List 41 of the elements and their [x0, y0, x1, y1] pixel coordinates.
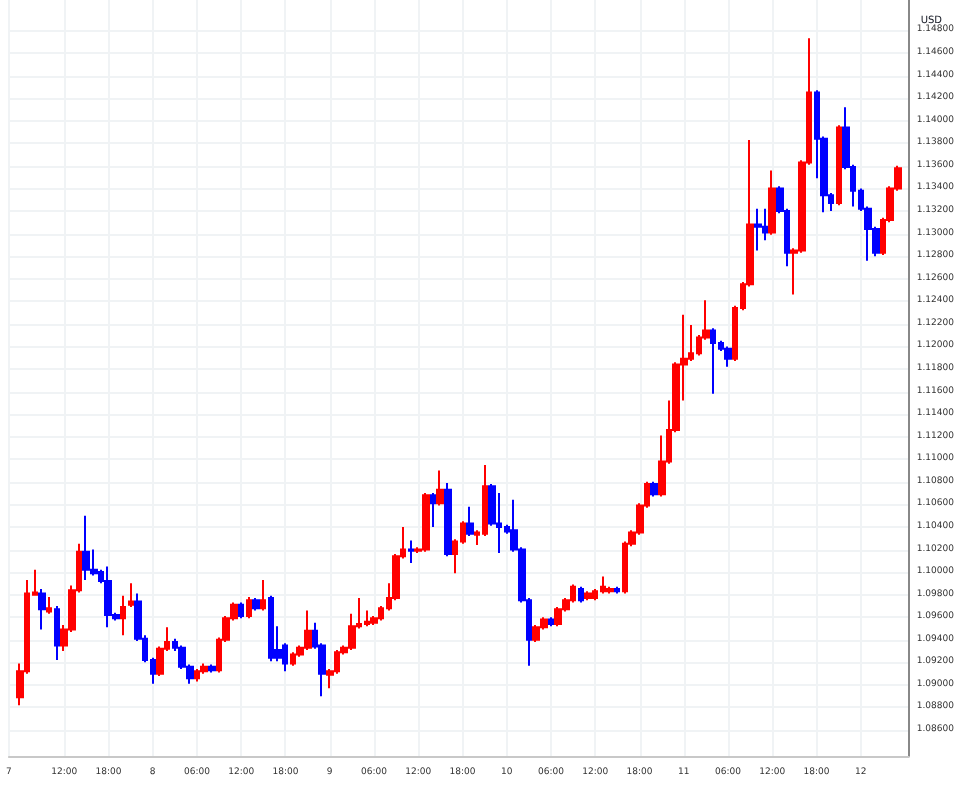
candlestick [238, 601, 244, 620]
candlestick [466, 505, 474, 537]
candlestick [252, 597, 260, 612]
candlestick [104, 565, 112, 629]
candlestick [38, 588, 46, 631]
candlestick [194, 668, 200, 683]
candlestick [304, 609, 312, 651]
candlestick [54, 604, 60, 662]
candlestick [268, 594, 274, 663]
candlestick [260, 578, 266, 612]
candlestick [128, 582, 134, 609]
candlestick [82, 514, 90, 581]
candlestick [614, 585, 620, 595]
candlestick [724, 345, 732, 368]
candlestick [444, 481, 452, 558]
candlestick [554, 606, 562, 628]
candlestick [120, 594, 126, 637]
candlestick [430, 492, 436, 528]
candlestick [208, 663, 216, 674]
candlestick [422, 492, 430, 553]
candlestick [762, 207, 768, 242]
candlestick [246, 595, 252, 620]
candlestick [584, 590, 592, 602]
candlestick [710, 327, 716, 395]
candlestick [578, 585, 584, 604]
candlestick [436, 469, 444, 507]
candlestick [754, 207, 762, 252]
candlestick [408, 539, 414, 565]
candlestick [548, 616, 554, 628]
candlestick [650, 480, 658, 498]
candlestick [570, 583, 576, 604]
candlestick [768, 169, 776, 236]
candlestick [836, 124, 842, 207]
candlestick [600, 575, 606, 595]
candlestick [482, 463, 488, 537]
candlestick [46, 595, 52, 615]
candlestick [606, 585, 614, 595]
candlestick [496, 492, 502, 554]
candlestick [532, 624, 540, 644]
candlestick [290, 651, 296, 667]
candlestick [200, 662, 208, 675]
